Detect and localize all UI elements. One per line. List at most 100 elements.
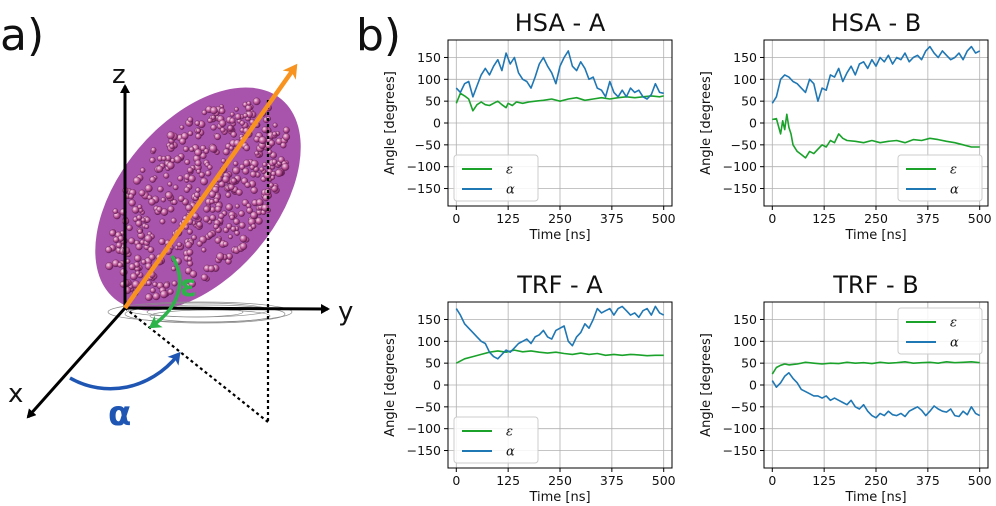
protein-bead — [216, 252, 225, 261]
protein-bead — [198, 171, 205, 178]
protein-bead — [170, 217, 177, 224]
x-tick-label: 125 — [496, 473, 520, 488]
protein-bead — [148, 198, 156, 206]
protein-bead — [209, 199, 215, 205]
protein-bead — [210, 115, 216, 120]
protein-bead — [170, 158, 176, 163]
protein-bead — [268, 182, 274, 188]
y-tick-label: −150 — [407, 181, 441, 196]
protein-bead — [256, 198, 264, 206]
protein-bead — [222, 148, 230, 156]
protein-bead — [133, 176, 141, 185]
protein-bead — [210, 106, 218, 115]
legend: εα — [453, 416, 539, 464]
protein-bead — [252, 97, 261, 106]
protein-bead — [184, 241, 193, 249]
protein-bead — [235, 189, 243, 196]
protein-bead — [134, 254, 142, 263]
protein-bead — [138, 189, 146, 197]
protein-bead — [135, 243, 143, 251]
protein-bead — [254, 150, 260, 156]
protein-bead — [220, 158, 227, 164]
protein-bead — [239, 234, 248, 243]
x-tick-label: 375 — [916, 211, 940, 226]
protein-bead — [246, 207, 253, 214]
chart-title: TRF - A — [516, 271, 603, 299]
series-line — [455, 92, 664, 112]
protein-bead — [187, 116, 194, 123]
protein-bead — [188, 280, 196, 288]
protein-bead — [218, 119, 227, 128]
y-tick-label: 100 — [733, 334, 757, 349]
protein-bead — [158, 238, 166, 245]
protein-bead — [228, 183, 235, 191]
protein-bead — [109, 229, 116, 237]
protein-bead — [226, 223, 233, 230]
legend-box — [453, 154, 539, 202]
series-line — [772, 113, 980, 159]
protein-bead — [245, 104, 253, 112]
axis-y-label: y — [338, 297, 353, 327]
protein-bead — [157, 186, 164, 193]
alpha-arc — [69, 351, 181, 391]
protein-bead — [243, 159, 251, 167]
protein-bead — [230, 131, 237, 138]
orientation-diagram: z y x ε α — [8, 60, 353, 434]
protein-bead — [271, 159, 278, 165]
protein-bead — [183, 146, 189, 152]
x-tick-label: 0 — [452, 211, 460, 226]
protein-bead — [239, 120, 245, 126]
y-tick-label: 50 — [741, 356, 757, 371]
protein-bead — [207, 265, 215, 273]
legend-label: ε — [506, 425, 513, 440]
protein-bead — [152, 281, 158, 287]
protein-bead — [194, 159, 202, 167]
y-axis-label: Angle [degrees] — [383, 333, 398, 437]
protein-bead — [112, 236, 120, 243]
protein-bead — [230, 226, 237, 232]
protein-bead — [179, 137, 186, 145]
protein-bead — [201, 109, 208, 116]
y-tick-label: −150 — [723, 181, 757, 196]
protein-bead — [135, 220, 143, 227]
protein-bead — [218, 212, 225, 220]
protein-bead — [156, 206, 163, 213]
y-tick-label: 150 — [733, 312, 757, 327]
x-tick-label: 125 — [496, 211, 520, 226]
y-tick-label: −100 — [407, 421, 441, 436]
protein-bead — [239, 242, 248, 251]
protein-bead — [150, 147, 157, 153]
series-line — [455, 305, 665, 360]
protein-bead — [272, 122, 278, 128]
protein-bead — [171, 280, 178, 287]
x-axis-label: Time [ns] — [528, 228, 590, 243]
legend-label: ε — [950, 316, 957, 331]
protein-bead — [214, 205, 222, 213]
protein-bead — [250, 186, 258, 194]
protein-bead — [185, 204, 193, 212]
protein-bead — [235, 203, 240, 209]
protein-bead — [244, 181, 251, 189]
protein-bead — [234, 106, 239, 112]
protein-bead — [234, 113, 242, 120]
protein-bead — [259, 166, 265, 172]
series-line — [771, 360, 980, 375]
y-tick-label: 50 — [425, 356, 441, 371]
protein-bead — [213, 223, 219, 230]
protein-bead — [207, 231, 214, 238]
legend-label: α — [950, 183, 959, 198]
protein-bead — [128, 199, 136, 207]
protein-bead — [214, 237, 222, 244]
protein-bead — [262, 162, 268, 167]
protein-bead — [146, 280, 152, 286]
protein-bead — [144, 224, 150, 229]
protein-bead — [196, 240, 203, 247]
y-tick-label: 50 — [741, 94, 757, 109]
protein-bead — [117, 262, 123, 268]
protein-bead — [268, 139, 276, 147]
chart-title: HSA - B — [831, 9, 922, 37]
x-tick-label: 500 — [652, 473, 676, 488]
protein-bead — [205, 170, 212, 177]
